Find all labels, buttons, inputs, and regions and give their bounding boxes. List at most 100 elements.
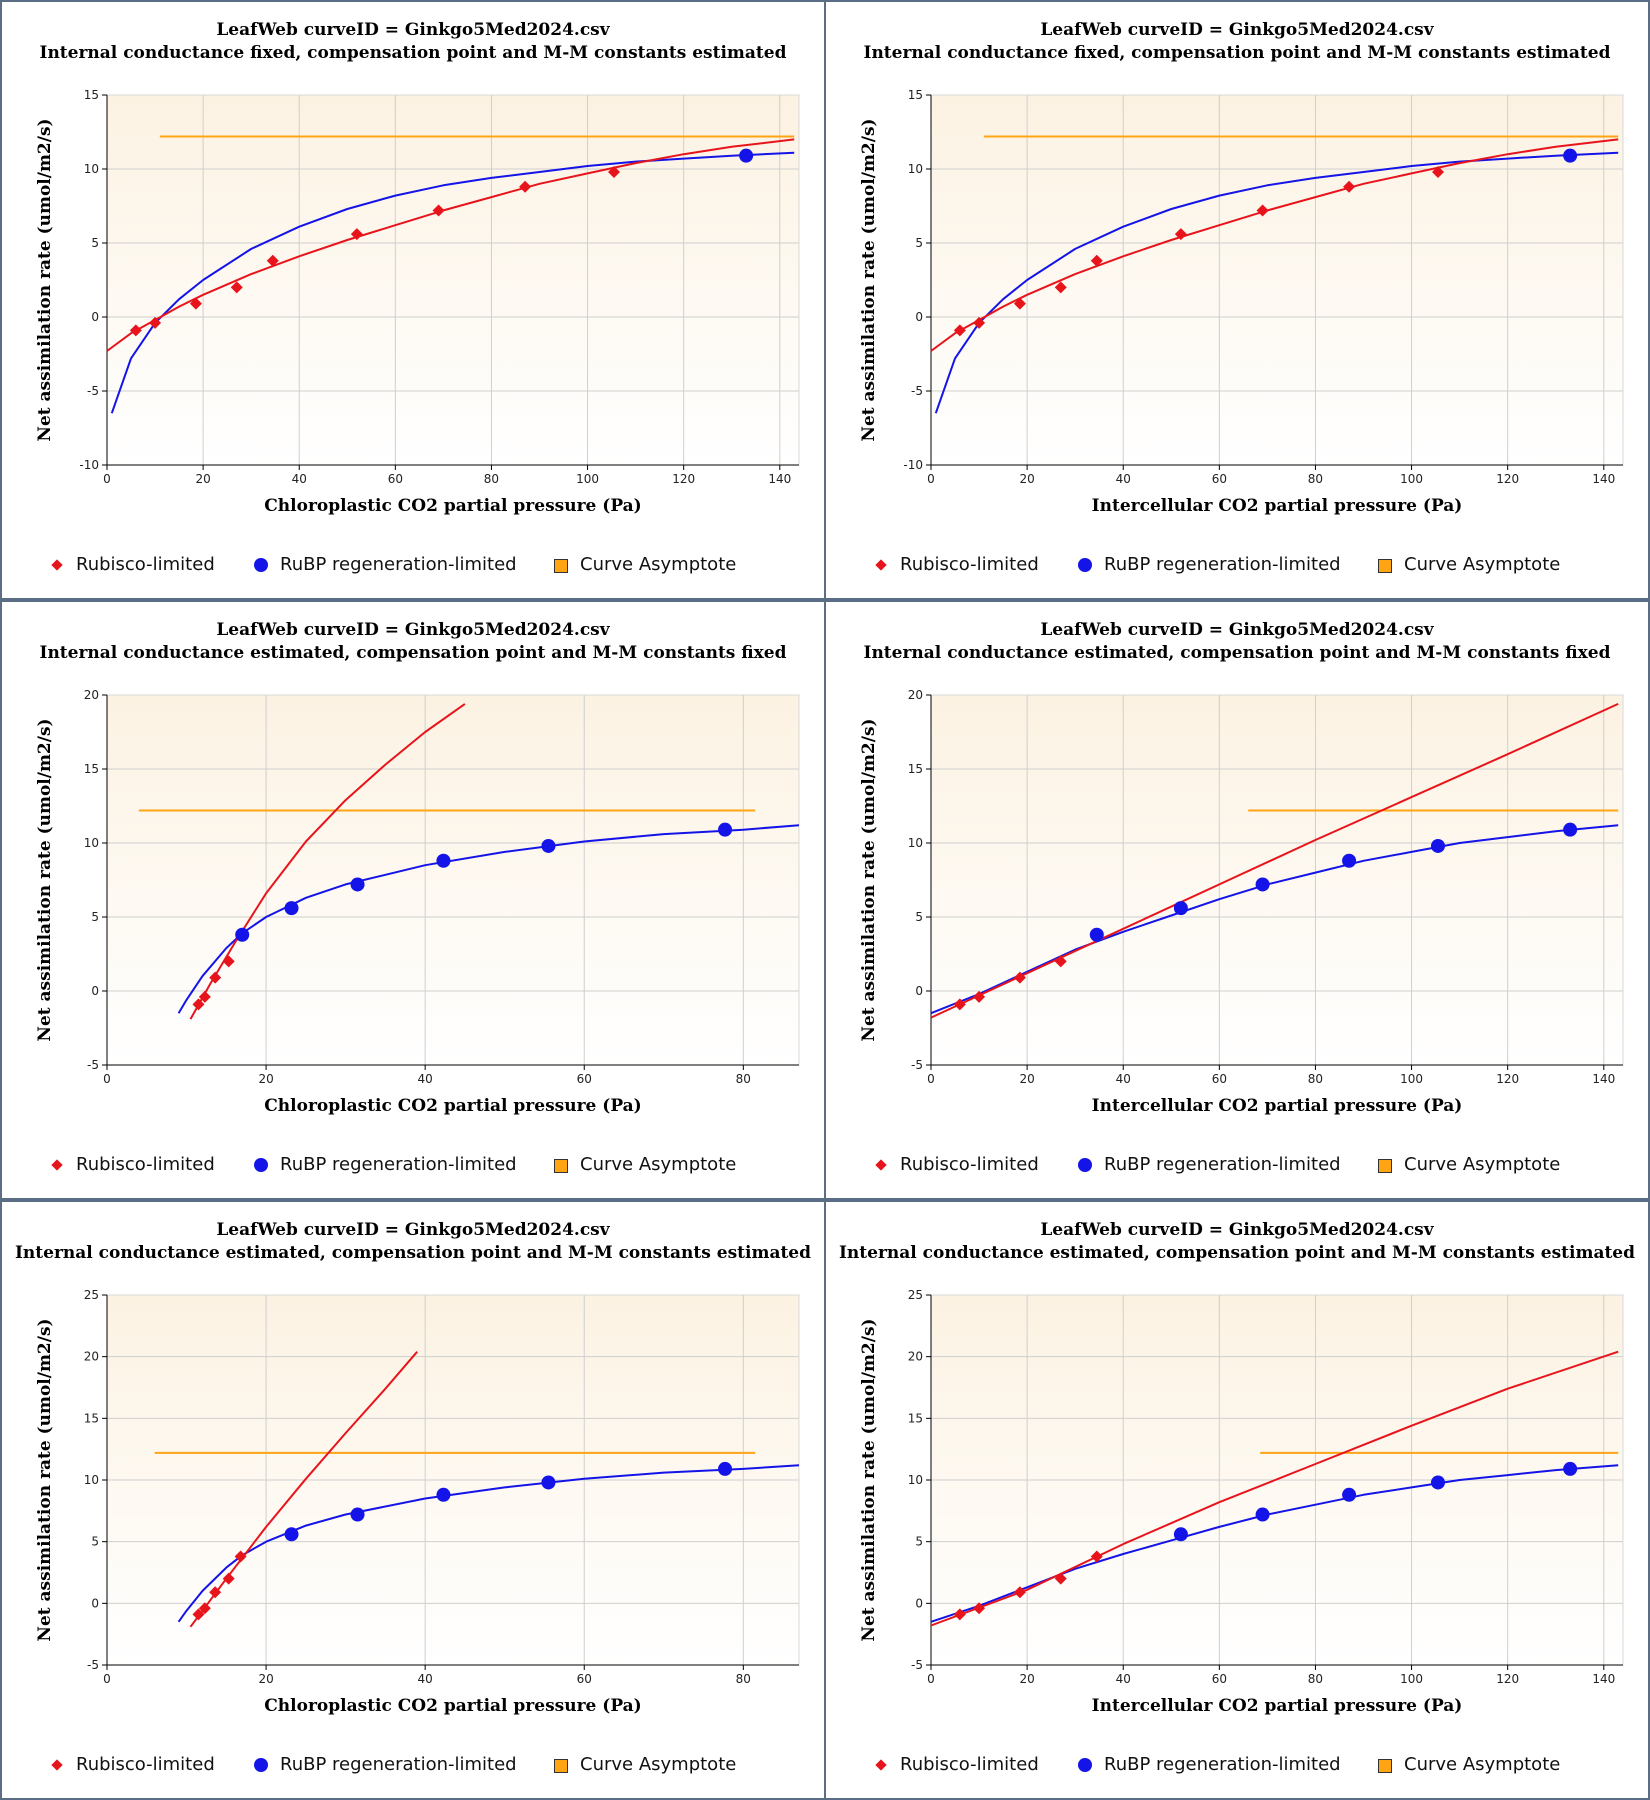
chart-svg: 0 20 40 60 80 100 120 140 -10 -5 0 5 10 15 Chloroplast… — [35, 88, 800, 516]
y-tick-label: 10 — [908, 162, 923, 176]
rubp-point — [1342, 1487, 1357, 1502]
rubisco-point — [1054, 1572, 1067, 1585]
rubp-point — [541, 838, 556, 853]
x-tick-label: 60 — [1212, 1072, 1227, 1086]
x-tick-label: 0 — [103, 472, 111, 486]
x-tick-label: 80 — [736, 1672, 751, 1686]
chart-legend: Rubisco-limited RuBP regeneration-limited… — [2, 550, 824, 580]
rubisco-point — [1013, 297, 1026, 310]
rubisco-point — [953, 1608, 966, 1621]
y-tick-label: 0 — [915, 1596, 923, 1610]
x-axis-title: Chloroplastic CO2 partial pressure (Pa) — [264, 1096, 641, 1116]
legend-label: Curve Asymptote — [580, 1754, 737, 1775]
x-tick-label: 60 — [577, 1672, 592, 1686]
x-tick-label: 40 — [1116, 1672, 1131, 1686]
square-icon — [1378, 1759, 1392, 1773]
legend-label: RuBP regeneration-limited — [1104, 1154, 1341, 1175]
x-tick-label: 40 — [418, 1072, 433, 1086]
y-tick-label: 5 — [915, 1535, 923, 1549]
chart-title: LeafWeb curveID = Ginkgo5Med2024.csv — [216, 20, 610, 40]
rubp-point — [436, 1487, 451, 1502]
diamond-icon — [51, 1759, 63, 1771]
legend-label: Rubisco-limited — [900, 554, 1039, 575]
chart-svg: 0 20 40 60 80 100 120 140 -10 -5 0 5 10 15 Intercellul… — [859, 88, 1624, 516]
rubp-point — [284, 901, 299, 916]
diamond-icon — [51, 559, 63, 571]
rubp-point — [1089, 927, 1104, 942]
y-tick-label: 10 — [84, 162, 99, 176]
chart-panel-3: LeafWeb curveID = Ginkgo5Med2024.csv Int… — [2, 602, 824, 1198]
rubisco-point — [350, 228, 363, 241]
plot-background — [107, 695, 799, 1065]
legend-label: Rubisco-limited — [76, 1154, 215, 1175]
chart-subtitle: Internal conductance estimated, compensa… — [39, 643, 787, 663]
x-axis-title: Intercellular CO2 partial pressure (Pa) — [1092, 1096, 1463, 1116]
legend-label: Curve Asymptote — [580, 554, 737, 575]
y-tick-label: 15 — [908, 1411, 923, 1425]
x-tick-label: 120 — [672, 472, 695, 486]
rubp-curve — [177, 824, 800, 1014]
rubp-point — [1173, 901, 1188, 916]
x-tick-label: 20 — [1019, 472, 1034, 486]
x-tick-label: 140 — [768, 472, 791, 486]
y-axis-title: Net assimilation rate (umol/m2/s) — [35, 1318, 55, 1641]
square-icon — [1378, 1159, 1392, 1173]
square-icon — [554, 1759, 568, 1773]
y-axis-title: Net assimilation rate (umol/m2/s) — [859, 118, 879, 441]
rubisco-point — [953, 998, 966, 1011]
diamond-icon — [875, 1159, 887, 1171]
chart-title: LeafWeb curveID = Ginkgo5Med2024.csv — [1040, 20, 1434, 40]
x-tick-label: 140 — [1592, 1672, 1615, 1686]
rubisco-point — [1013, 1586, 1026, 1599]
x-tick-label: 100 — [1400, 1072, 1423, 1086]
x-axis-title: Intercellular CO2 partial pressure (Pa) — [1092, 496, 1463, 516]
x-tick-label: 0 — [927, 1672, 935, 1686]
y-tick-label: 25 — [908, 1288, 923, 1302]
y-axis-title: Net assimilation rate (umol/m2/s) — [859, 1318, 879, 1641]
circle-icon — [1078, 1158, 1092, 1172]
rubp-point — [235, 927, 250, 942]
x-tick-label: 20 — [258, 1672, 273, 1686]
rubp-point — [1563, 822, 1578, 837]
y-axis-title: Net assimilation rate (umol/m2/s) — [35, 718, 55, 1041]
rubisco-point — [1090, 1550, 1103, 1563]
x-tick-label: 40 — [1116, 1072, 1131, 1086]
y-tick-label: 0 — [91, 310, 99, 324]
x-tick-label: 80 — [1308, 1672, 1323, 1686]
rubisco-point — [973, 316, 986, 329]
y-tick-label: -10 — [79, 458, 99, 472]
chart-panel-2: LeafWeb curveID = Ginkgo5Med2024.csv Int… — [826, 2, 1648, 598]
x-tick-label: 40 — [418, 1672, 433, 1686]
x-tick-label: 60 — [577, 1072, 592, 1086]
chart-panel-5: LeafWeb curveID = Ginkgo5Med2024.csv Int… — [2, 1202, 824, 1798]
rubisco-curve — [930, 702, 1619, 1019]
rubp-point — [739, 148, 754, 163]
legend-label: Curve Asymptote — [1404, 1754, 1561, 1775]
square-icon — [554, 559, 568, 573]
chart-panel-4: LeafWeb curveID = Ginkgo5Med2024.csv Int… — [826, 602, 1648, 1198]
y-tick-label: -5 — [87, 1058, 99, 1072]
rubp-point — [718, 1461, 733, 1476]
rubisco-point — [198, 990, 211, 1003]
rubisco-point — [1090, 254, 1103, 267]
x-tick-label: 60 — [1212, 1672, 1227, 1686]
rubisco-point — [192, 998, 205, 1011]
legend-label: Rubisco-limited — [76, 554, 215, 575]
x-tick-label: 0 — [103, 1672, 111, 1686]
x-tick-label: 100 — [1400, 1672, 1423, 1686]
diamond-icon — [51, 1159, 63, 1171]
rubisco-point — [230, 281, 243, 294]
rubisco-curve — [930, 138, 1619, 352]
x-tick-label: 140 — [1592, 1072, 1615, 1086]
x-tick-label: 120 — [1496, 472, 1519, 486]
chart-subtitle: Internal conductance estimated, compensa… — [838, 1243, 1636, 1263]
x-tick-label: 140 — [1592, 472, 1615, 486]
circle-icon — [1078, 558, 1092, 572]
rubisco-curve — [189, 703, 466, 1020]
rubisco-point — [1013, 971, 1026, 984]
rubp-point — [436, 853, 451, 868]
x-tick-label: 80 — [1308, 472, 1323, 486]
y-axis-title: Net assimilation rate (umol/m2/s) — [35, 118, 55, 441]
x-tick-label: 60 — [1212, 472, 1227, 486]
rubisco-point — [129, 324, 142, 337]
